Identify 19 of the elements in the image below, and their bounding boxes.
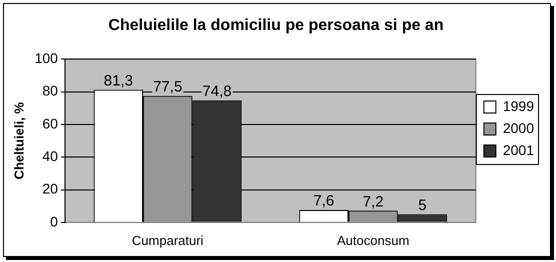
y-tick-label: 20	[42, 180, 58, 197]
x-tick-label: Cumparaturi	[132, 232, 204, 248]
data-label: 7,6	[313, 192, 334, 210]
data-label: 74,8	[202, 82, 232, 100]
chart-title: Cheluielile la domiciliu pe persoana si pe an	[108, 17, 444, 34]
y-tick-label: 40	[42, 148, 58, 164]
y-tick-label: 100	[34, 50, 58, 66]
data-label: 81,3	[104, 72, 133, 90]
legend-label: 2001	[502, 142, 534, 158]
y-tick-label: 80	[42, 82, 58, 99]
data-label: 7,2	[362, 193, 384, 210]
data-label: 5	[418, 196, 427, 214]
y-tick-label: 60	[42, 115, 58, 132]
legend-label: 2000	[502, 120, 534, 136]
data-label: 77,5	[153, 78, 182, 96]
x-tick-label: Autoconsum	[337, 232, 410, 248]
y-tick-label: 0	[50, 213, 58, 230]
y-axis-title: Cheltuieli, %	[11, 102, 26, 180]
legend-label: 1999	[502, 98, 534, 114]
